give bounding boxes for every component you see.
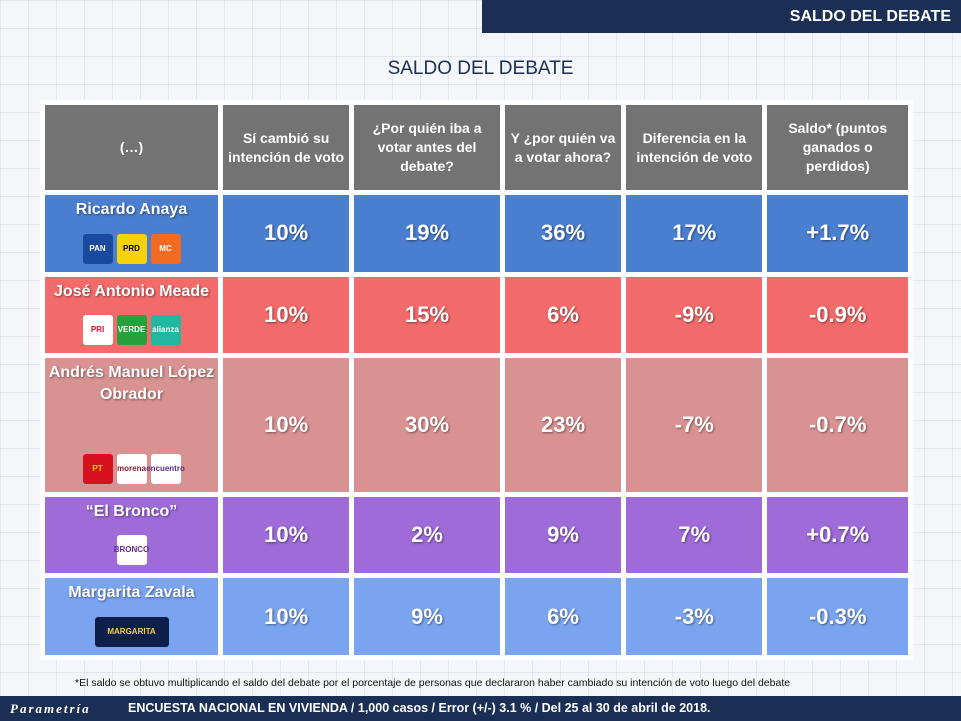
party-logo: PRI [82, 315, 113, 346]
candidate-cell: José Antonio Meade PRI VERDE alianza [45, 276, 218, 354]
candidate-cell: Ricardo Anaya PAN PRD MC [45, 195, 218, 272]
candidate-name: “El Bronco” [85, 502, 178, 520]
value-cell: 23% [504, 358, 622, 492]
header-cell: ¿Por quién iba a votar antes del debate? [354, 105, 500, 190]
header-row: (…) Sí cambió su intención de voto ¿Por … [45, 105, 908, 190]
value-cell: 10% [223, 358, 350, 492]
party-logo: MARGARITA [94, 617, 169, 647]
header-cell: Y ¿por quién va a votar ahora? [504, 105, 622, 190]
value-cell: 6% [504, 276, 622, 354]
party-logos: MARGARITA [45, 617, 218, 647]
value-cell: 9% [504, 496, 622, 574]
value-cell: 30% [354, 358, 500, 492]
candidate-cell: “El Bronco” BRONCO [45, 496, 218, 574]
bottom-bar: Parametría ENCUESTA NACIONAL EN VIVIENDA… [0, 696, 961, 721]
party-logos: PAN PRD MC [45, 233, 218, 264]
value-cell: 15% [354, 276, 500, 354]
value-cell: 19% [354, 195, 500, 272]
value-cell: -0.3% [767, 578, 908, 655]
value-cell: 10% [223, 195, 350, 272]
party-logo: VERDE [116, 315, 147, 346]
header-cell: Saldo* (puntos ganados o perdidos) [767, 105, 908, 190]
survey-info: ENCUESTA NACIONAL EN VIVIENDA / 1,000 ca… [128, 701, 711, 715]
value-cell: 9% [354, 578, 500, 655]
chart-title: SALDO DEL DEBATE [387, 58, 574, 79]
party-logos: PRI VERDE alianza [45, 315, 218, 346]
candidate-name: Ricardo Anaya [75, 201, 188, 218]
brand-logo: Parametría [10, 701, 91, 716]
candidate-cell: Andrés Manuel López Obrador PT morena encue… [45, 358, 218, 492]
value-cell: 6% [504, 578, 622, 655]
party-logos: BRONCO [45, 535, 218, 566]
value-cell: +0.7% [767, 496, 908, 574]
party-logo: PT [82, 453, 113, 484]
value-cell: -0.9% [767, 276, 908, 354]
results-table: (…) Sí cambió su intención de voto ¿Por … [40, 100, 913, 660]
table-row: “El Bronco” BRONCO 10% 2% 9% 7% +0.7% [45, 496, 908, 574]
party-logo: PRD [116, 233, 147, 264]
footnote: *El saldo se obtuvo multiplicando el sal… [75, 677, 791, 689]
party-logo: alianza [150, 315, 181, 346]
candidate-name: Margarita Zavala [68, 584, 195, 602]
table-row: Margarita Zavala MARGARITA 10% 9% 6% -3% -0.3% [45, 578, 908, 655]
candidate-cell: Margarita Zavala MARGARITA [45, 578, 218, 655]
candidate-name: Andrés Manuel López Obrador [48, 364, 215, 404]
value-cell: +1.7% [767, 195, 908, 272]
value-cell: 10% [223, 276, 350, 354]
table-row: Ricardo Anaya PAN PRD MC 10% 19% 36% 17% +1.7% [45, 195, 908, 272]
results-table-wrap: (…) Sí cambió su intención de voto ¿Por … [40, 100, 913, 660]
candidate-name: José Antonio Meade [54, 282, 209, 300]
value-cell: 7% [626, 496, 763, 574]
header-cell: (…) [45, 105, 218, 190]
header-cell: Diferencia en la intención de voto [626, 105, 763, 190]
value-cell: 10% [223, 578, 350, 655]
value-cell: 36% [504, 195, 622, 272]
table-row: José Antonio Meade PRI VERDE alianza 10% 15% 6… [45, 276, 908, 354]
party-logo: BRONCO [114, 535, 149, 566]
party-logos: PT morena encuentro [45, 453, 218, 484]
header-cell: Sí cambió su intención de voto [223, 105, 350, 190]
top-banner: SALDO DEL DEBATE [482, 0, 961, 33]
party-logo: morena [116, 453, 147, 484]
value-cell: -3% [626, 578, 763, 655]
value-cell: 17% [626, 195, 763, 272]
value-cell: -9% [626, 276, 763, 354]
party-logo: MC [150, 233, 181, 264]
party-logo: PAN [82, 233, 113, 264]
party-logo: encuentro [146, 453, 185, 484]
table-body: Ricardo Anaya PAN PRD MC 10% 19% 36% 17% +1.7% Jo… [45, 195, 908, 655]
value-cell: 2% [354, 496, 500, 574]
value-cell: 10% [223, 496, 350, 574]
value-cell: -7% [626, 358, 763, 492]
table-row: Andrés Manuel López Obrador PT morena encue… [45, 358, 908, 492]
value-cell: -0.7% [767, 358, 908, 492]
